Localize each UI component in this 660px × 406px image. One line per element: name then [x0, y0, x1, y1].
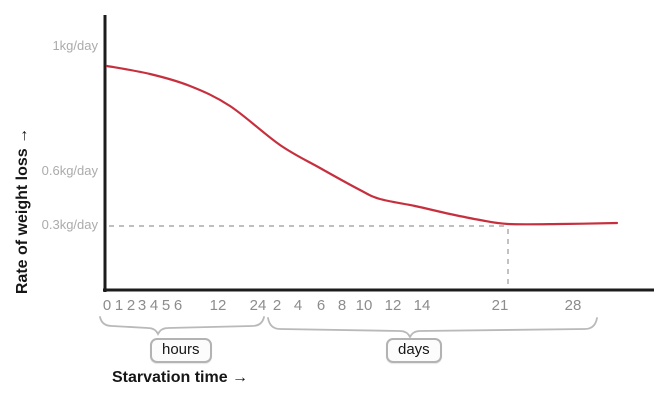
- days-label-box: days: [386, 338, 442, 363]
- x-tick-label: 8: [337, 297, 347, 314]
- x-tick-label: 24: [249, 297, 267, 314]
- x-tick-label: 14: [413, 297, 431, 314]
- days-brace: [267, 317, 598, 340]
- x-tick-label: 6: [316, 297, 326, 314]
- weight-loss-curve: [105, 64, 619, 226]
- x-tick-label: 21: [491, 297, 509, 314]
- x-axis-title: Starvation time →: [112, 369, 249, 386]
- x-tick-label: 12: [209, 297, 227, 314]
- x-tick-label: 2: [272, 297, 282, 314]
- hours-brace: [99, 316, 265, 337]
- x-tick-label: 28: [564, 297, 582, 314]
- x-tick-label: 0: [102, 297, 112, 314]
- y-tick-label: 0.3kg/day: [41, 217, 98, 232]
- hours-label-box: hours: [150, 338, 212, 363]
- y-tick-label: 0.6kg/day: [41, 163, 98, 178]
- y-tick-label: 1kg/day: [52, 38, 98, 53]
- x-tick-label: 4: [149, 297, 159, 314]
- x-tick-label: 1: [114, 297, 124, 314]
- x-tick-label: 6: [173, 297, 183, 314]
- x-tick-label: 3: [137, 297, 147, 314]
- x-tick-label: 10: [355, 297, 373, 314]
- x-tick-label: 4: [293, 297, 303, 314]
- x-tick-label: 2: [126, 297, 136, 314]
- x-tick-label: 12: [384, 297, 402, 314]
- y-axis-title: Rate of weight loss →: [14, 127, 31, 295]
- x-tick-label: 5: [161, 297, 171, 314]
